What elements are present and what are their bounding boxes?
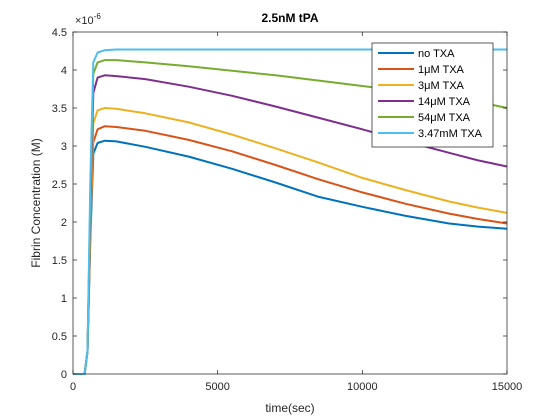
- x-tick-label: 10000: [347, 381, 378, 393]
- y-tick-label: 1.5: [52, 255, 67, 267]
- legend-label: 14μM TXA: [418, 96, 471, 108]
- legend-box: [371, 42, 494, 148]
- legend: no TXA 1μM TXA 3μM TXA 14μM TXA 54μM TXA 3.47…: [371, 42, 494, 148]
- y-multiplier-base: ×10: [75, 15, 94, 27]
- legend-label: no TXA: [418, 48, 455, 60]
- y-multiplier-exponent: -6: [94, 12, 102, 21]
- y-tick-label: 2: [61, 217, 67, 229]
- y-tick-label: 0: [61, 369, 67, 381]
- y-tick-label: 3: [61, 141, 67, 153]
- legend-label: 1μM TXA: [418, 64, 465, 76]
- y-axis-label: Fibrin Concentration (M): [29, 138, 43, 267]
- legend-label: 3.47mM TXA: [418, 128, 483, 140]
- ticks-layer: 0 5000 10000 15000 0 0.5 1 1.5 2 2.5 3 3.5 4 4.5: [52, 27, 523, 393]
- y-tick-label: 2.5: [52, 179, 67, 191]
- plot-frame: [72, 31, 508, 375]
- y-tick-label: 0.5: [52, 331, 67, 343]
- x-tick-label: 15000: [492, 381, 523, 393]
- legend-label: 54μM TXA: [418, 112, 471, 124]
- chart-title: 2.5nM tPA: [261, 11, 318, 25]
- y-tick-label: 3.5: [52, 103, 67, 115]
- y-tick-label: 4.5: [52, 27, 67, 39]
- legend-label: 3μM TXA: [418, 80, 465, 92]
- x-tick-label: 5000: [205, 381, 229, 393]
- y-axis-multiplier: ×10-6: [75, 12, 101, 27]
- x-tick-label: 0: [70, 381, 76, 393]
- y-tick-label: 4: [61, 65, 67, 77]
- x-axis-label: time(sec): [265, 401, 314, 415]
- y-tick-label: 1: [61, 293, 67, 305]
